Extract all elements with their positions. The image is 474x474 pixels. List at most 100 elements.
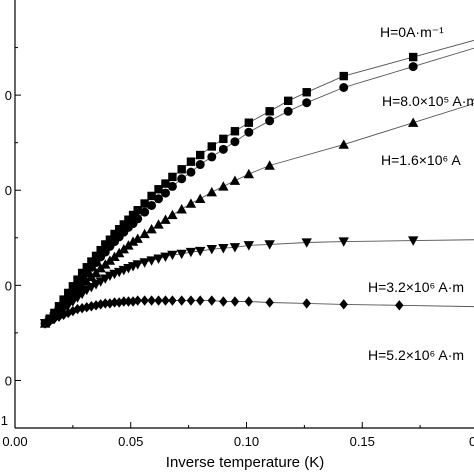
- data-point: [76, 289, 88, 300]
- data-point: [302, 298, 311, 309]
- data-point: [283, 106, 293, 116]
- data-point: [87, 257, 96, 266]
- data-point: [114, 225, 124, 234]
- data-point: [185, 247, 197, 258]
- data-point: [302, 88, 311, 97]
- data-point: [45, 316, 54, 327]
- data-point: [408, 52, 418, 62]
- data-point: [101, 240, 110, 249]
- data-point: [339, 71, 348, 81]
- data-point: [230, 137, 240, 147]
- data-point: [244, 118, 254, 127]
- data-point: [59, 309, 68, 321]
- data-point: [119, 296, 129, 307]
- data-point: [206, 186, 217, 197]
- data-point: [146, 224, 157, 234]
- data-point: [160, 214, 171, 224]
- y-tick-label: 1: [1, 413, 8, 428]
- data-point: [195, 193, 206, 203]
- data-point: [63, 301, 74, 311]
- data-point: [82, 263, 91, 272]
- data-point: [110, 229, 119, 239]
- data-point: [218, 181, 229, 191]
- series-label: H=5.2×10⁶ A·m: [368, 347, 464, 363]
- data-point: [301, 238, 312, 248]
- series-label: H=1.6×10⁶ A: [381, 152, 461, 168]
- data-point: [229, 243, 241, 253]
- data-point: [105, 235, 115, 244]
- data-point: [186, 157, 196, 166]
- data-point: [96, 299, 105, 310]
- data-point: [90, 267, 102, 278]
- data-point: [127, 236, 139, 246]
- data-point: [219, 296, 228, 307]
- data-point: [119, 220, 129, 229]
- data-point: [186, 167, 196, 177]
- data-point: [219, 134, 228, 144]
- series-label: H=8.0×10⁵ A·m: [382, 93, 474, 109]
- data-point: [207, 295, 216, 306]
- data-point: [128, 296, 138, 307]
- data-point: [154, 295, 163, 306]
- data-point: [154, 194, 164, 204]
- data-point: [177, 174, 187, 184]
- data-point: [176, 204, 187, 214]
- x-tick-label: 0.2: [469, 434, 474, 449]
- data-point: [196, 295, 205, 306]
- data-point: [206, 244, 217, 255]
- data-point: [132, 233, 143, 243]
- data-point: [161, 179, 170, 188]
- data-point: [101, 298, 110, 309]
- data-point: [58, 304, 69, 315]
- data-point: [153, 219, 164, 229]
- data-point: [243, 241, 255, 251]
- data-point: [195, 246, 206, 257]
- data-point: [338, 139, 349, 149]
- data-point: [168, 172, 177, 182]
- y-tick-label: 0: [5, 278, 12, 293]
- data-point: [96, 245, 105, 255]
- data-point: [185, 198, 197, 208]
- y-tick-label: 0: [5, 183, 12, 198]
- data-point: [50, 313, 59, 324]
- data-point: [244, 296, 254, 307]
- data-point: [147, 191, 156, 201]
- data-point: [195, 160, 205, 170]
- data-point: [161, 295, 170, 306]
- data-point: [133, 214, 143, 224]
- data-point: [133, 295, 142, 306]
- data-point: [139, 228, 150, 239]
- data-point: [339, 83, 349, 93]
- data-point: [139, 258, 150, 268]
- y-tick-label: 0: [5, 373, 12, 388]
- plot-area: 0.00 0.05 0.10 0.15 0.2 0 0 0 0 1 H=0A·m⁻¹ H=8.0×10…: [1, 0, 474, 449]
- data-point: [407, 236, 419, 246]
- data-point: [140, 199, 149, 208]
- data-point: [177, 295, 186, 306]
- data-point: [207, 142, 216, 151]
- data-point: [230, 296, 240, 307]
- data-point: [265, 297, 274, 308]
- data-point: [167, 250, 178, 261]
- data-point: [177, 165, 186, 174]
- data-point: [265, 116, 275, 126]
- x-axis-label: Inverse temperature (K): [166, 454, 324, 471]
- data-point: [146, 256, 157, 266]
- data-point: [154, 185, 163, 194]
- data-point: [339, 299, 348, 310]
- x-tick-label: 0.10: [234, 434, 259, 449]
- data-point: [160, 188, 170, 198]
- series-label: H=3.2×10⁶ A·m: [368, 279, 464, 295]
- data-point: [176, 249, 187, 260]
- data-point: [147, 295, 156, 306]
- data-point: [167, 209, 178, 220]
- x-tick-label: 0.15: [350, 434, 375, 449]
- data-point: [128, 210, 138, 220]
- data-point: [133, 205, 142, 215]
- data-point: [229, 175, 241, 185]
- data-point: [160, 252, 171, 262]
- x-tick-label: 0.05: [118, 434, 143, 449]
- data-point: [218, 144, 228, 154]
- data-point: [147, 200, 157, 210]
